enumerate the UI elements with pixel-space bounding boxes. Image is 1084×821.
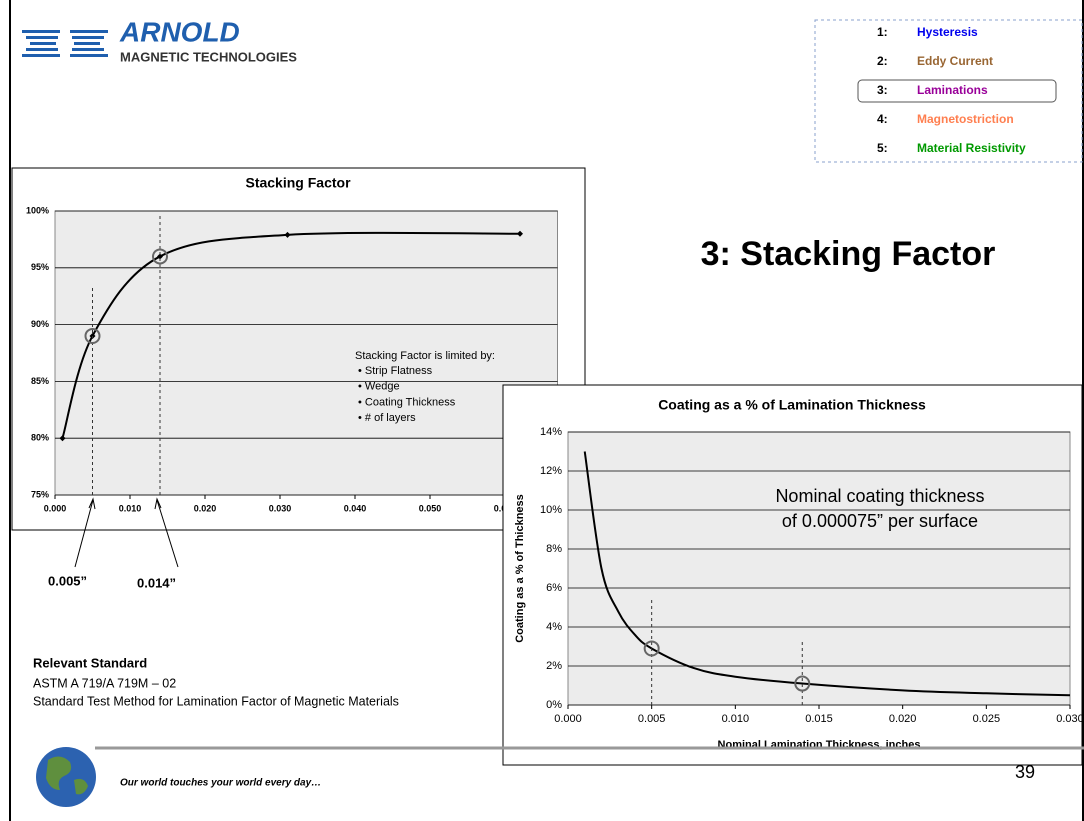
annotation-bullet: • Wedge bbox=[358, 381, 400, 393]
chart-coating: Coating as a % of Lamination Thickness 0%… bbox=[502, 384, 1084, 766]
y-tick-label: 4% bbox=[546, 621, 562, 633]
plot-area bbox=[567, 431, 1071, 706]
point bbox=[59, 435, 66, 442]
x-tick-label: 0.005 bbox=[638, 713, 666, 725]
y-tick-label: 12% bbox=[540, 465, 562, 477]
annotation: of 0.000075” per surface bbox=[782, 511, 978, 531]
nav-item: Hysteresis bbox=[917, 25, 978, 39]
y-tick-label: 95% bbox=[31, 262, 49, 272]
y-tick-label: 80% bbox=[31, 433, 49, 443]
nav-number: 4: bbox=[877, 112, 888, 126]
annotation-bullet: • # of layers bbox=[358, 412, 416, 424]
nav-number: 3: bbox=[877, 83, 888, 97]
standard-line: Standard Test Method for Lamination Fact… bbox=[33, 694, 399, 708]
plot-area bbox=[54, 210, 558, 496]
point bbox=[517, 230, 523, 237]
nav-number: 1: bbox=[877, 25, 888, 39]
highlight bbox=[152, 248, 168, 265]
point bbox=[89, 332, 96, 339]
highlight bbox=[84, 327, 101, 344]
nav-item: Eddy Current bbox=[917, 54, 993, 68]
highlight bbox=[794, 675, 811, 692]
y-tick-label: 85% bbox=[31, 376, 49, 386]
nav-active bbox=[857, 79, 1057, 103]
nav-box bbox=[814, 19, 1083, 163]
company-subtitle: MAGNETIC TECHNOLOGIES bbox=[120, 49, 297, 64]
annotation: Nominal coating thickness bbox=[775, 486, 984, 506]
series-line bbox=[583, 451, 1071, 697]
annotation-bullet: • Strip Flatness bbox=[358, 365, 433, 377]
annotation-bullet: • Coating Thickness bbox=[358, 396, 456, 408]
y-tick-label: 2% bbox=[546, 660, 562, 672]
y-tick-label: 0% bbox=[546, 699, 562, 711]
callout-label: 0.014” bbox=[137, 575, 176, 590]
y-tick-label: 100% bbox=[26, 205, 49, 215]
x-tick-label: 0.030 bbox=[269, 503, 292, 513]
series-line bbox=[61, 231, 521, 439]
y-axis-label: Coating as a % of Thickness bbox=[514, 494, 526, 643]
x-tick-label: 0.000 bbox=[554, 713, 582, 725]
standard-heading: Relevant Standard bbox=[33, 655, 147, 670]
point bbox=[157, 253, 163, 260]
y-tick-label: 8% bbox=[546, 543, 562, 555]
y-tick-label: 14% bbox=[540, 426, 562, 438]
y-tick-label: 6% bbox=[546, 582, 562, 594]
standard-line: ASTM A 719/A 719M – 02 bbox=[33, 676, 176, 690]
y-tick-label: 75% bbox=[31, 489, 49, 499]
x-tick-label: 0.020 bbox=[889, 713, 917, 725]
chart-stacking: Stacking Factor 75% 80% 85% 90% 95% 100% 0.000 0… bbox=[11, 167, 586, 531]
nav: 1: Hysteresis 2: Eddy Current 3: Laminations 4… bbox=[857, 25, 1057, 155]
x-tick-label: 0.050 bbox=[419, 503, 442, 513]
tagline: Our world touches your world every day… bbox=[120, 778, 321, 789]
annotation-heading: Stacking Factor is limited by: bbox=[355, 350, 495, 362]
page-number: 39 bbox=[1015, 762, 1035, 782]
chart-title: Coating as a % of Lamination Thickness bbox=[658, 397, 926, 413]
x-tick-label: 0.025 bbox=[973, 713, 1001, 725]
x-tick-label: 0.000 bbox=[44, 503, 67, 513]
highlight bbox=[643, 640, 660, 657]
x-tick-label: 0.010 bbox=[119, 503, 142, 513]
nav-item: Material Resistivity bbox=[917, 141, 1026, 155]
point bbox=[284, 231, 291, 238]
nav-number: 5: bbox=[877, 141, 888, 155]
x-tick-label: 0.010 bbox=[722, 713, 750, 725]
y-tick-label: 90% bbox=[31, 319, 49, 329]
x-tick-label: 0.030 bbox=[1056, 713, 1084, 725]
globe bbox=[36, 747, 96, 807]
x-tick-label: 0.020 bbox=[194, 503, 217, 513]
y-tick-label: 10% bbox=[540, 504, 562, 516]
chart-title: Stacking Factor bbox=[245, 175, 351, 191]
x-tick-label: 0.015 bbox=[805, 713, 833, 725]
callout-label: 0.005” bbox=[48, 573, 87, 588]
company-name: ARNOLD bbox=[119, 16, 240, 47]
callouts bbox=[74, 497, 179, 568]
nav-number: 2: bbox=[877, 54, 888, 68]
nav-item: Magnetostriction bbox=[917, 112, 1014, 126]
page-title: 3: Stacking Factor bbox=[701, 235, 996, 273]
x-tick-label: 0.040 bbox=[344, 503, 367, 513]
nav-item: Laminations bbox=[917, 83, 988, 97]
logo bbox=[22, 30, 108, 57]
